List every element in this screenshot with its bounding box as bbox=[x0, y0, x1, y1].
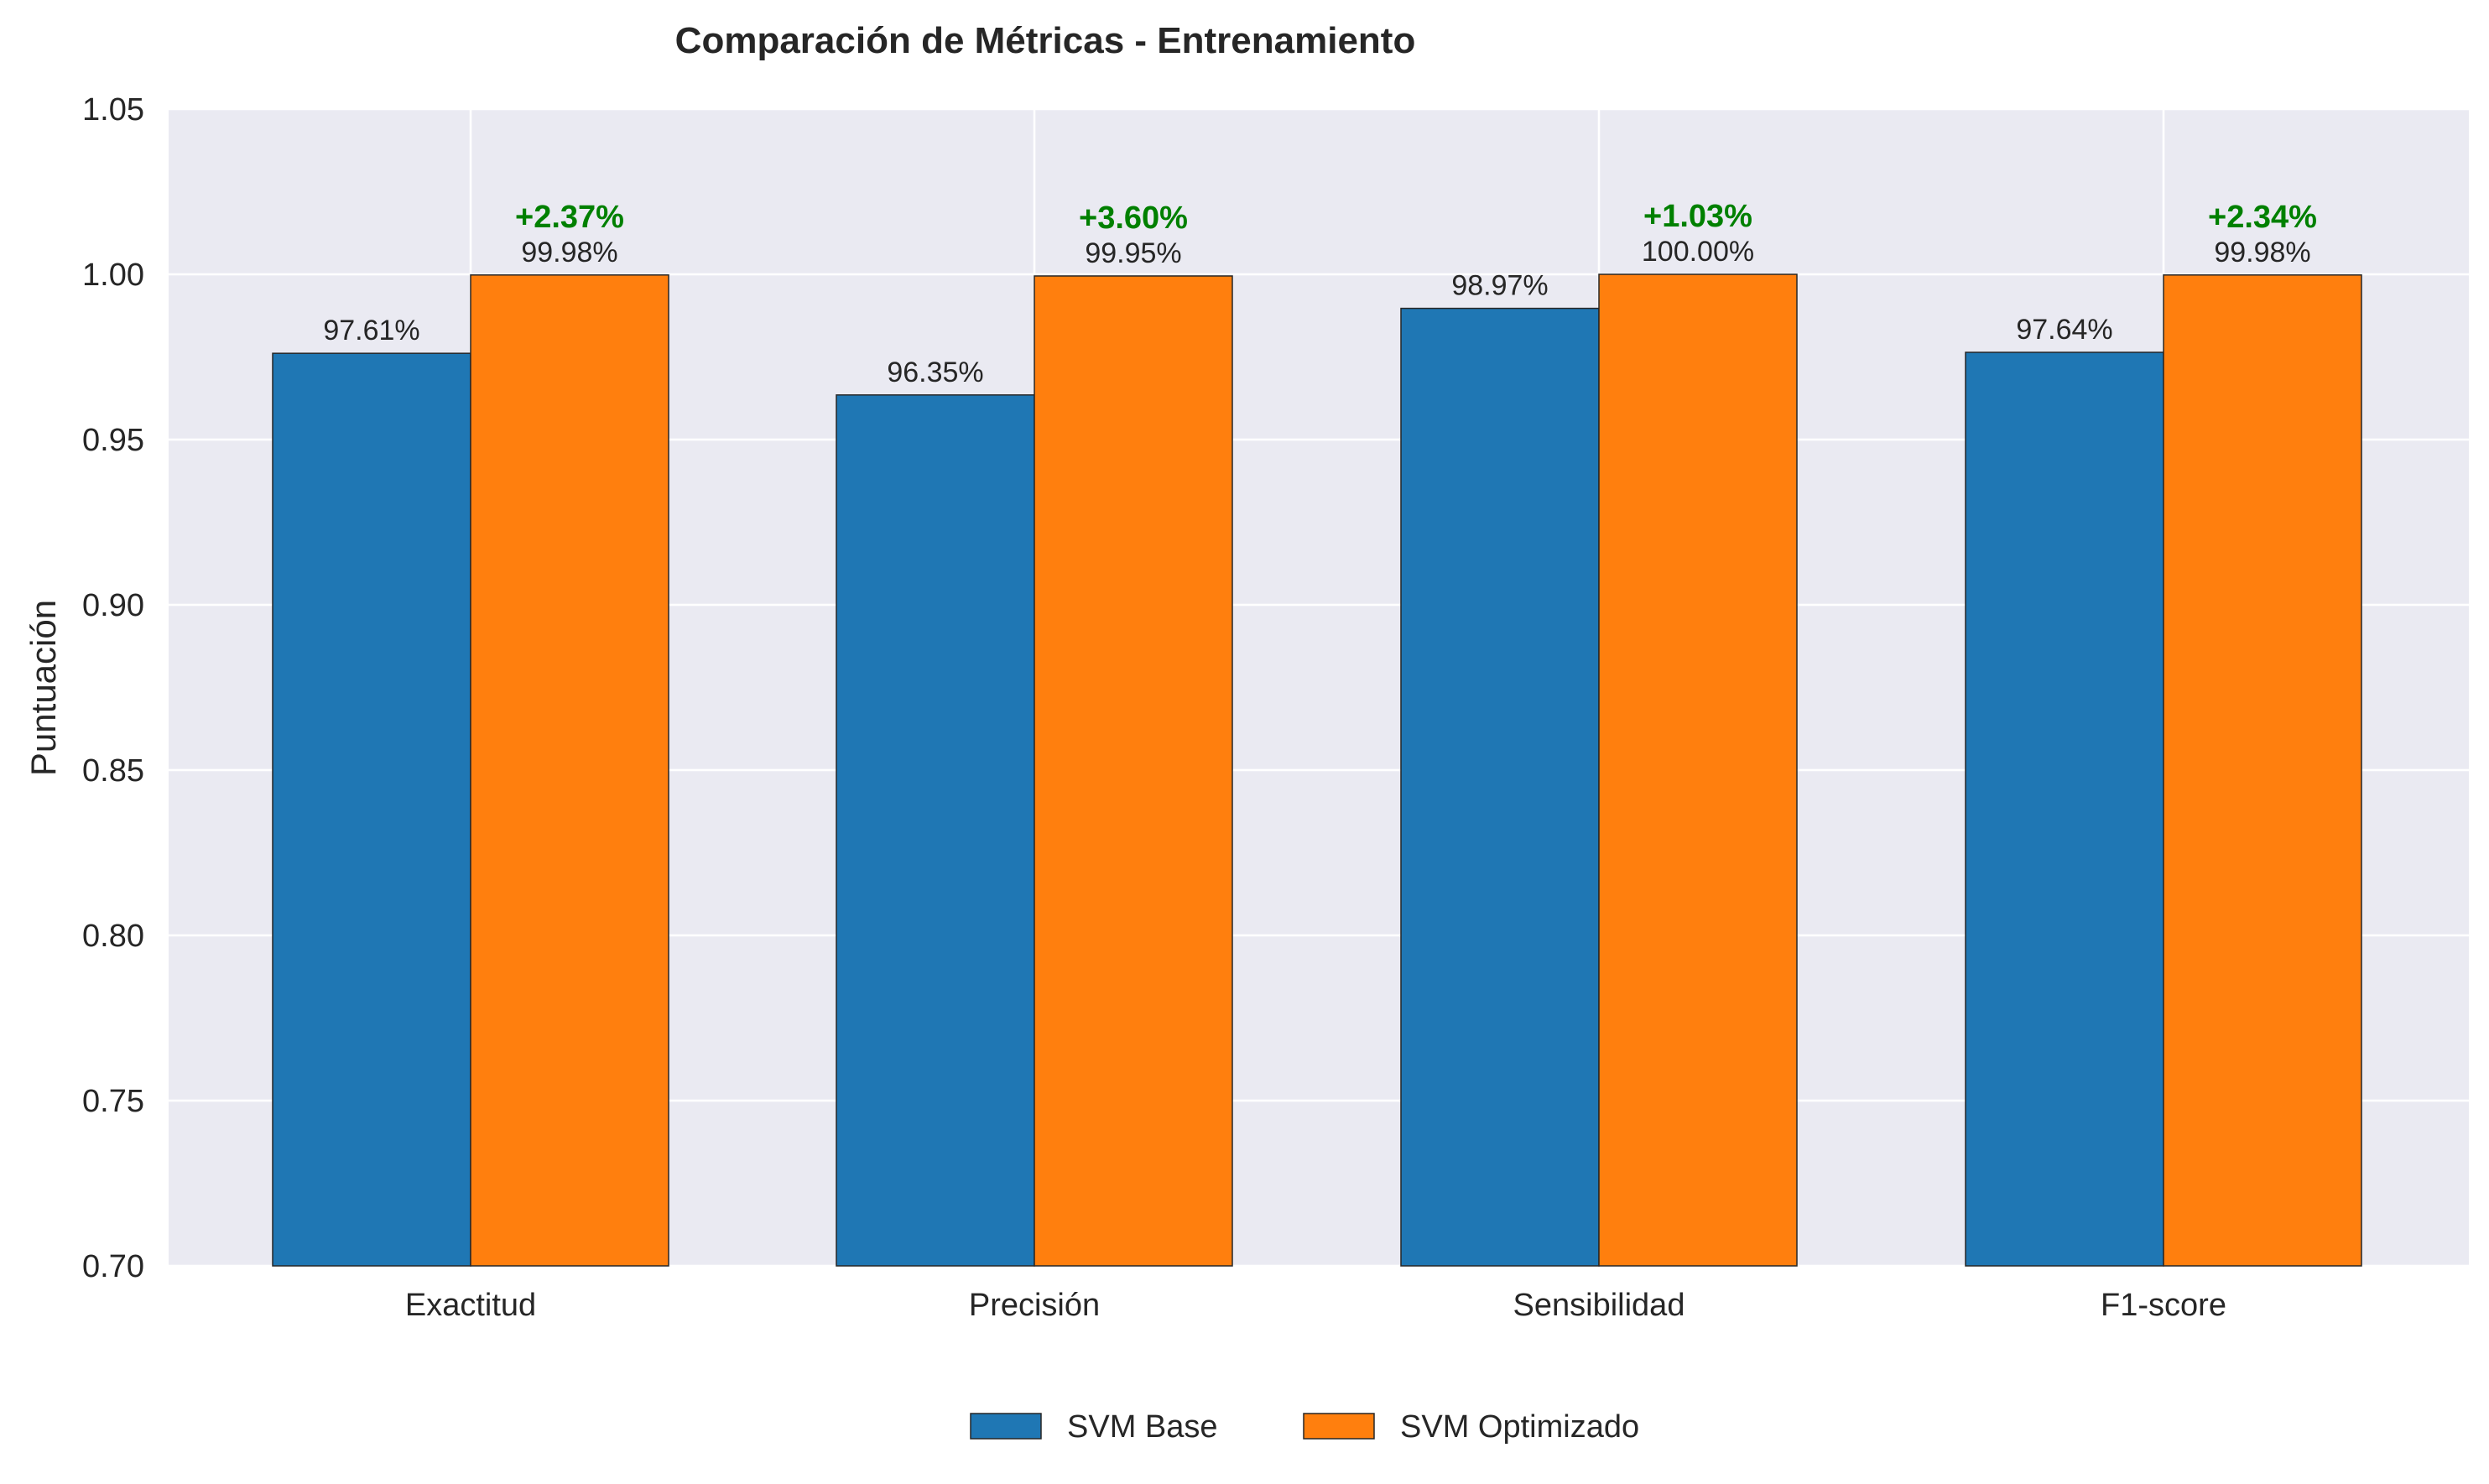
x-tick-label: Precisión bbox=[969, 1288, 1100, 1323]
legend-swatch bbox=[970, 1413, 1042, 1440]
improvement-label: +3.60% bbox=[1079, 200, 1188, 236]
legend: SVM Base SVM Optimizado bbox=[970, 1409, 1639, 1445]
y-tick-label: 0.95 bbox=[82, 423, 144, 458]
improvement-label: +2.37% bbox=[515, 200, 624, 235]
y-tick-label: 0.75 bbox=[82, 1084, 144, 1119]
y-tick-label: 0.90 bbox=[82, 588, 144, 623]
x-tick-label: Exactitud bbox=[405, 1288, 536, 1323]
y-tick-label: 1.00 bbox=[82, 258, 144, 293]
bar bbox=[272, 352, 471, 1267]
y-axis-ticks: 0.70 0.75 0.80 0.85 0.90 0.95 1.00 1.05 bbox=[82, 92, 144, 1284]
improvement-label: +1.03% bbox=[1643, 199, 1752, 234]
legend-label: SVM Optimizado bbox=[1400, 1409, 1639, 1445]
bar bbox=[1400, 307, 1600, 1267]
bar-value-label: 99.95% bbox=[1085, 237, 1181, 269]
bar-value-label: 97.64% bbox=[2016, 314, 2112, 346]
y-axis-title: Puntuación bbox=[23, 600, 63, 776]
bar bbox=[470, 274, 669, 1267]
bar-value-label: 98.97% bbox=[1451, 270, 1548, 302]
bar bbox=[1965, 351, 2164, 1267]
bar-value-label: 100.00% bbox=[1642, 236, 1754, 268]
bar-value-label: 96.35% bbox=[887, 357, 983, 388]
bar bbox=[2163, 274, 2362, 1267]
x-tick-label: Sensibilidad bbox=[1513, 1288, 1685, 1323]
bar bbox=[1598, 273, 1798, 1267]
bars bbox=[272, 273, 2362, 1267]
y-tick-label: 0.85 bbox=[82, 753, 144, 789]
bar-value-label: 99.98% bbox=[521, 237, 617, 268]
x-axis-ticks: Exactitud Precisión Sensibilidad F1-score bbox=[405, 1288, 2226, 1323]
x-tick-label: F1-score bbox=[2101, 1288, 2226, 1323]
bar-labels: 97.61%99.98%+2.37%96.35%99.95%+3.60%98.9… bbox=[323, 199, 2317, 388]
legend-item: SVM Optimizado bbox=[1303, 1409, 1639, 1445]
improvement-label: +2.34% bbox=[2208, 200, 2317, 235]
legend-label: SVM Base bbox=[1067, 1409, 1218, 1445]
y-tick-label: 1.05 bbox=[82, 92, 144, 128]
bar bbox=[1034, 275, 1233, 1267]
bar bbox=[836, 394, 1035, 1267]
legend-swatch bbox=[1303, 1413, 1375, 1440]
bar-value-label: 97.61% bbox=[323, 315, 419, 346]
bar-value-label: 99.98% bbox=[2214, 237, 2310, 268]
y-tick-label: 0.80 bbox=[82, 919, 144, 954]
y-tick-label: 0.70 bbox=[82, 1249, 144, 1284]
chart-title: Comparación de Métricas - Entrenamiento bbox=[675, 20, 1416, 61]
legend-item: SVM Base bbox=[970, 1409, 1218, 1445]
